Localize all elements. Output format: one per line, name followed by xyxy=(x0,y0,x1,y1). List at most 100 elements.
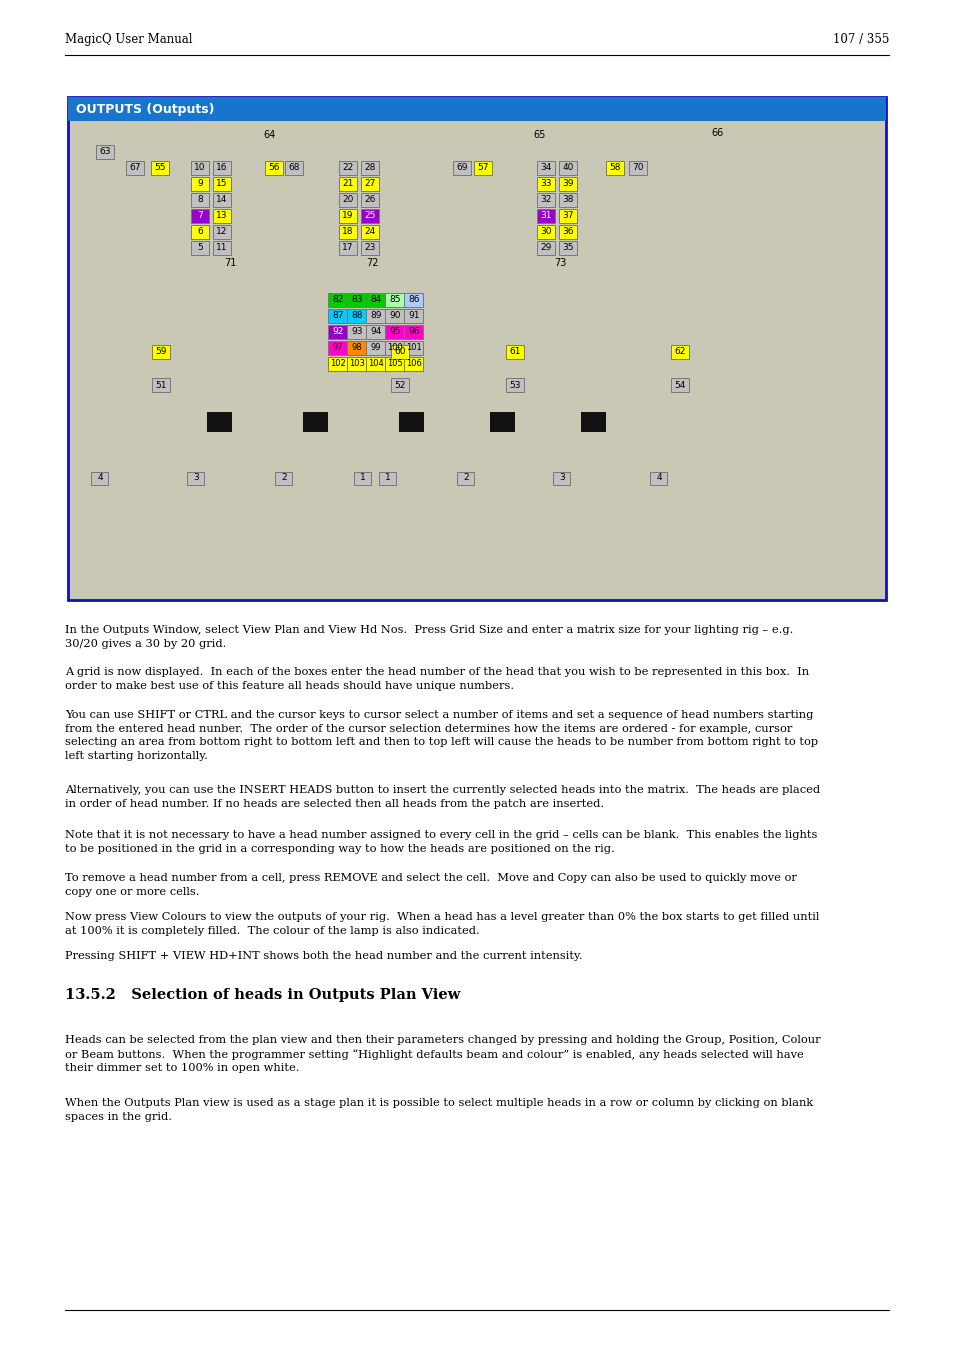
Text: 15: 15 xyxy=(216,180,228,189)
Text: 83: 83 xyxy=(351,296,362,305)
Bar xyxy=(191,225,209,239)
Text: 36: 36 xyxy=(561,228,573,236)
Bar xyxy=(96,144,113,159)
Bar xyxy=(366,325,385,339)
Bar xyxy=(580,412,605,432)
Text: 106: 106 xyxy=(406,359,421,369)
Bar xyxy=(360,161,378,176)
Bar xyxy=(398,412,423,432)
Text: 32: 32 xyxy=(539,196,551,204)
Text: 1: 1 xyxy=(385,474,391,482)
Text: 90: 90 xyxy=(389,312,400,320)
Bar xyxy=(385,309,404,323)
Bar xyxy=(537,177,555,190)
Text: 70: 70 xyxy=(632,163,643,173)
Bar xyxy=(265,161,283,176)
Text: 4: 4 xyxy=(656,474,661,482)
Text: OUTPUTS (Outputs): OUTPUTS (Outputs) xyxy=(76,103,214,116)
Text: 17: 17 xyxy=(342,243,354,252)
Text: 98: 98 xyxy=(352,343,362,352)
Bar xyxy=(188,471,204,485)
Bar xyxy=(213,193,231,207)
Bar xyxy=(152,378,170,392)
Text: 107 / 355: 107 / 355 xyxy=(832,34,888,46)
Text: 3: 3 xyxy=(558,474,564,482)
Text: Now press View Colours to view the outputs of your rig.  When a head has a level: Now press View Colours to view the outpu… xyxy=(65,913,819,936)
Text: 8: 8 xyxy=(197,196,203,204)
Bar xyxy=(366,309,385,323)
Text: 12: 12 xyxy=(216,228,228,236)
Text: 101: 101 xyxy=(406,343,421,352)
Text: 72: 72 xyxy=(365,258,377,269)
Text: 19: 19 xyxy=(342,212,354,220)
Text: 88: 88 xyxy=(351,312,362,320)
Text: 68: 68 xyxy=(288,163,299,173)
Text: 100: 100 xyxy=(387,343,402,352)
Text: 99: 99 xyxy=(371,343,381,352)
Bar xyxy=(366,356,385,371)
Bar xyxy=(328,356,347,371)
Text: 20: 20 xyxy=(342,196,354,204)
Text: 39: 39 xyxy=(561,180,573,189)
Bar xyxy=(347,309,366,323)
Bar xyxy=(355,471,371,485)
Bar xyxy=(404,325,423,339)
Text: 14: 14 xyxy=(216,196,228,204)
Bar xyxy=(328,342,347,355)
Text: Note that it is not necessary to have a head number assigned to every cell in th: Note that it is not necessary to have a … xyxy=(65,830,817,853)
Text: 7: 7 xyxy=(197,212,203,220)
Bar xyxy=(347,293,366,306)
Text: Alternatively, you can use the INSERT HEADS button to insert the currently selec: Alternatively, you can use the INSERT HE… xyxy=(65,784,820,809)
Text: In the Outputs Window, select View Plan and View Hd Nos.  Press Grid Size and en: In the Outputs Window, select View Plan … xyxy=(65,625,793,648)
Bar xyxy=(338,209,356,223)
Bar xyxy=(360,193,378,207)
Bar xyxy=(558,225,577,239)
Bar xyxy=(505,378,523,392)
Bar xyxy=(670,346,688,359)
Bar xyxy=(404,293,423,306)
Text: 96: 96 xyxy=(408,328,419,336)
Bar xyxy=(605,161,623,176)
Text: 28: 28 xyxy=(364,163,375,173)
Text: A grid is now displayed.  In each of the boxes enter the head number of the head: A grid is now displayed. In each of the … xyxy=(65,667,808,691)
Text: 86: 86 xyxy=(408,296,419,305)
Text: 59: 59 xyxy=(155,347,167,356)
Bar xyxy=(360,177,378,190)
Bar xyxy=(366,293,385,306)
Bar xyxy=(347,325,366,339)
Text: 58: 58 xyxy=(609,163,620,173)
Bar xyxy=(537,193,555,207)
Text: 30: 30 xyxy=(539,228,551,236)
Text: 37: 37 xyxy=(561,212,573,220)
Bar xyxy=(391,378,409,392)
Bar xyxy=(191,242,209,255)
Text: 63: 63 xyxy=(99,147,111,157)
Text: 105: 105 xyxy=(387,359,402,369)
Text: 61: 61 xyxy=(509,347,520,356)
Bar xyxy=(650,471,667,485)
Text: 60: 60 xyxy=(394,347,405,356)
Text: 87: 87 xyxy=(332,312,343,320)
Text: 26: 26 xyxy=(364,196,375,204)
Bar xyxy=(347,342,366,355)
Bar xyxy=(558,177,577,190)
Bar xyxy=(191,193,209,207)
Text: 73: 73 xyxy=(554,258,565,269)
Bar xyxy=(68,97,885,599)
Text: 3: 3 xyxy=(193,474,198,482)
Text: 103: 103 xyxy=(349,359,365,369)
Text: 13.5.2   Selection of heads in Outputs Plan View: 13.5.2 Selection of heads in Outputs Pla… xyxy=(65,988,460,1002)
Text: 23: 23 xyxy=(364,243,375,252)
Bar xyxy=(404,309,423,323)
Text: 85: 85 xyxy=(389,296,400,305)
Bar xyxy=(558,209,577,223)
Bar xyxy=(213,242,231,255)
Text: 94: 94 xyxy=(370,328,381,336)
Bar xyxy=(338,242,356,255)
Text: 95: 95 xyxy=(389,328,400,336)
Text: 69: 69 xyxy=(456,163,467,173)
Bar xyxy=(628,161,646,176)
Bar xyxy=(328,325,347,339)
Text: 29: 29 xyxy=(539,243,551,252)
Bar xyxy=(385,293,404,306)
